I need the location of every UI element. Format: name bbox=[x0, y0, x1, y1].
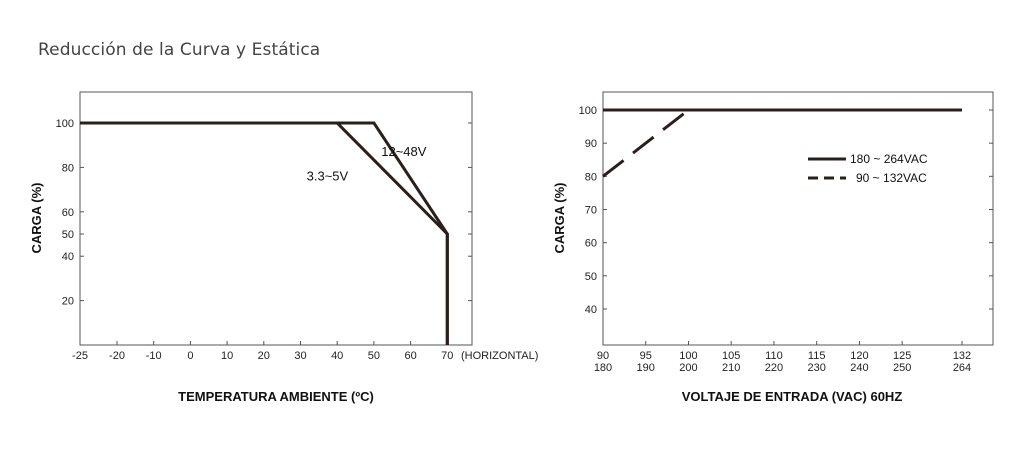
x-tick-label: -10 bbox=[146, 350, 162, 362]
y-tick-label: 50 bbox=[62, 229, 74, 241]
x-tick-label-secondary: 180 bbox=[594, 362, 612, 374]
x-tick-label-secondary: 200 bbox=[679, 362, 697, 374]
plot-frame-temperature bbox=[79, 91, 473, 346]
y-tick-label: 70 bbox=[585, 205, 597, 217]
y-tick-label: 60 bbox=[62, 207, 74, 219]
x-tick-label-secondary: 264 bbox=[953, 362, 971, 374]
plot-frame-voltage bbox=[602, 91, 994, 346]
y-tick-label: 80 bbox=[62, 162, 74, 174]
x-tick-label: 20 bbox=[258, 350, 270, 362]
x-tick-label: 132 bbox=[953, 350, 971, 362]
x-tick-label-secondary: 210 bbox=[722, 362, 740, 374]
x-axis-title: TEMPERATURA AMBIENTE (ºC) bbox=[178, 389, 374, 404]
curve-annotation-12-48v: 12~48V bbox=[381, 144, 427, 159]
y-tick-label: 90 bbox=[585, 138, 597, 150]
x-tick-label-secondary: 240 bbox=[850, 362, 868, 374]
legend-label-90-132vac: 90 ~ 132VAC bbox=[856, 171, 927, 185]
x-tick-label: 30 bbox=[294, 350, 306, 362]
x-tick-label: 120 bbox=[850, 350, 868, 362]
x-tick-label: 10 bbox=[221, 350, 233, 362]
x-tick-label: 90 bbox=[597, 350, 609, 362]
series-line-90-132vac bbox=[602, 108, 962, 178]
x-tick-label: 125 bbox=[893, 350, 911, 362]
x-tick-label: 70 bbox=[441, 350, 453, 362]
y-tick-label: 40 bbox=[585, 304, 597, 316]
y-tick-label: 100 bbox=[56, 118, 74, 130]
y-axis-title: CARGA (%) bbox=[29, 182, 44, 253]
y-tick-label: 40 bbox=[62, 251, 74, 263]
x-tick-label-secondary: 250 bbox=[893, 362, 911, 374]
x-tick-label: -25 bbox=[72, 350, 88, 362]
x-tick-label: 60 bbox=[404, 350, 416, 362]
x-tick-label-secondary: 220 bbox=[765, 362, 783, 374]
y-axis-title: CARGA (%) bbox=[552, 182, 567, 253]
x-tick-label: -20 bbox=[109, 350, 125, 362]
legend-label-180-264vac: 180 ~ 264VAC bbox=[850, 152, 928, 166]
y-tick-label: 50 bbox=[585, 271, 597, 283]
x-tick-label: 105 bbox=[722, 350, 740, 362]
x-tick-label: 95 bbox=[640, 350, 652, 362]
y-tick-label: 60 bbox=[585, 238, 597, 250]
x-tick-label: 115 bbox=[808, 350, 826, 362]
y-tick-label: 20 bbox=[62, 296, 74, 308]
y-tick-label: 80 bbox=[585, 171, 597, 183]
x-tick-label-secondary: 230 bbox=[808, 362, 826, 374]
x-tick-label: 110 bbox=[765, 350, 783, 362]
x-tick-label: 40 bbox=[331, 350, 343, 362]
curve-annotation-3-3-5v: 3.3~5V bbox=[307, 168, 349, 183]
y-tick-label: 100 bbox=[579, 105, 597, 117]
x-axis-title: VOLTAJE DE ENTRADA (VAC) 60HZ bbox=[682, 389, 903, 404]
x-tick-label: 0 bbox=[187, 350, 193, 362]
page-title: Reducción de la Curva y Estática bbox=[38, 40, 321, 60]
x-tick-label: 100 bbox=[679, 350, 697, 362]
x-axis-suffix: (HORIZONTAL) bbox=[461, 350, 538, 362]
x-tick-label: 50 bbox=[368, 350, 380, 362]
x-tick-label-secondary: 190 bbox=[637, 362, 655, 374]
series-line-3-3-5v bbox=[80, 121, 449, 345]
